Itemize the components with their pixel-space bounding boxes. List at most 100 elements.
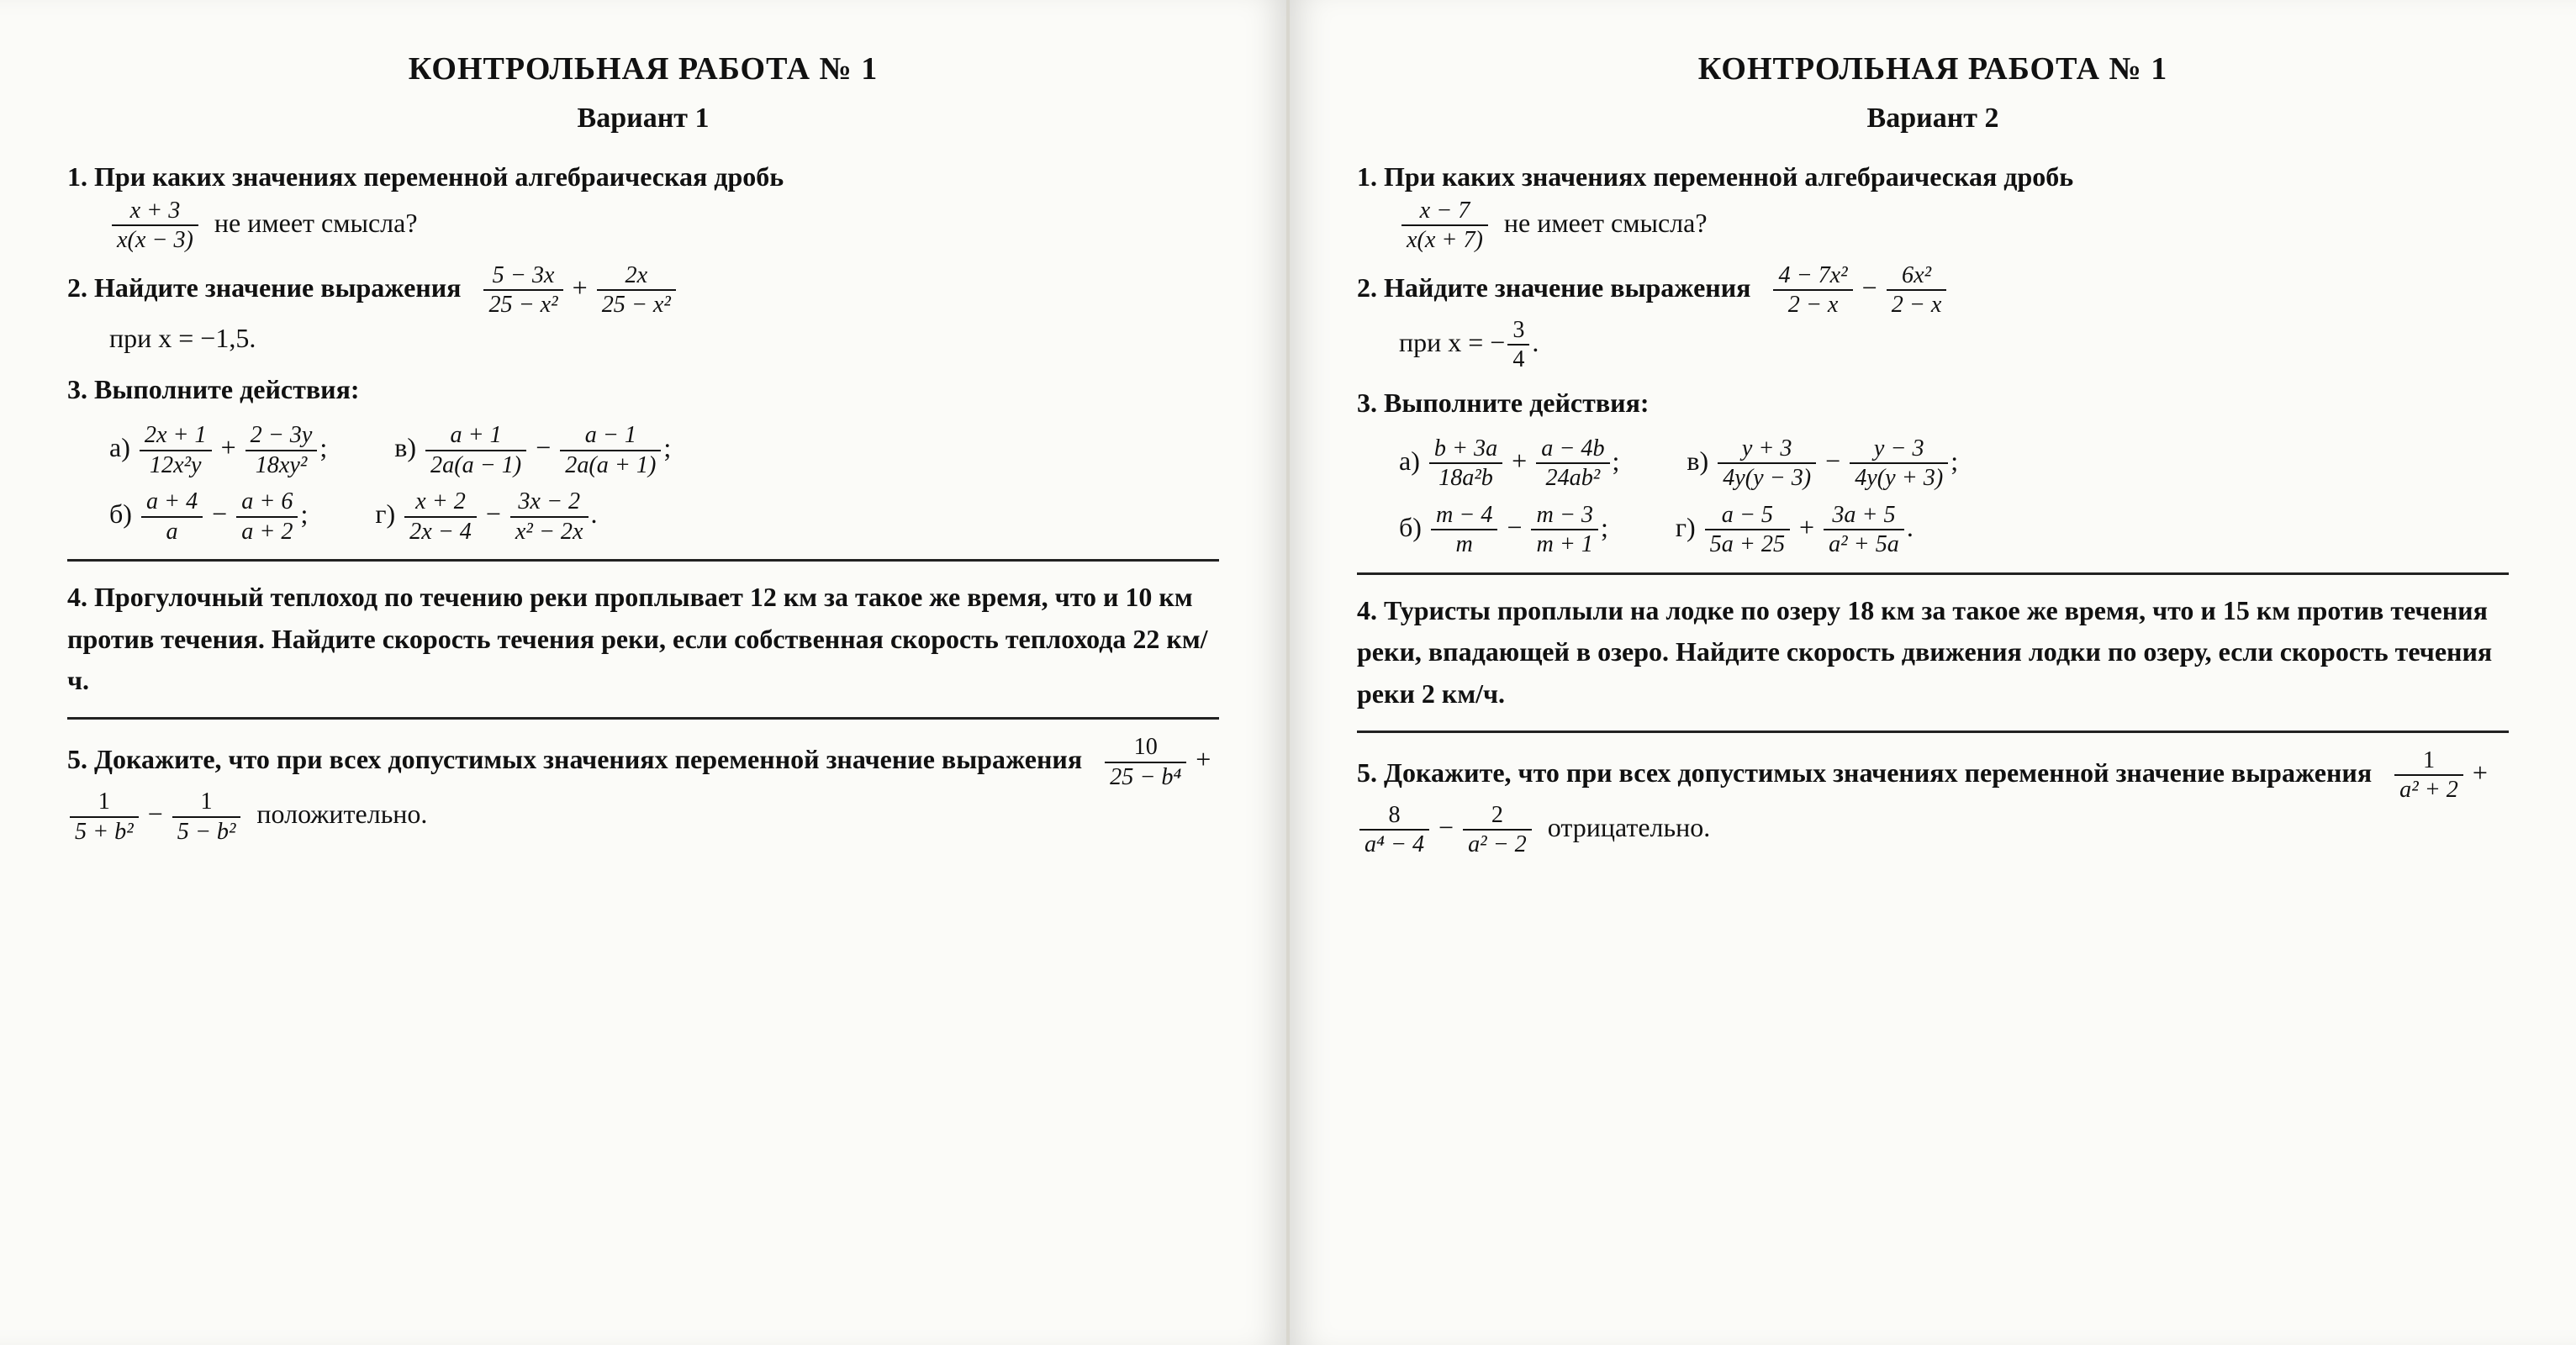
frac-top: a − 4b: [1536, 436, 1609, 465]
part-label: а): [109, 432, 130, 462]
frac-top: 2x + 1: [140, 423, 212, 451]
p2-frac-2: 2x 25 − x²: [597, 263, 676, 318]
frac-top: m − 4: [1431, 503, 1498, 531]
frac-bot: 25 − x²: [597, 291, 676, 318]
problem-1: 1. При каких значениях переменной алгебр…: [67, 156, 1219, 253]
problem-5-lead: 5. Докажите, что при всех допустимых зна…: [1357, 757, 2372, 788]
problem-3-lead: 3. Выполните действия:: [1357, 388, 1650, 418]
frac-top: a − 1: [560, 423, 661, 451]
op: −: [212, 498, 227, 529]
tail: ;: [663, 432, 671, 462]
frac-bot: x² − 2x: [510, 518, 589, 545]
p5-frac-1: 1025 − b⁴: [1105, 735, 1186, 789]
frac-top: x + 2: [404, 489, 477, 518]
problem-1-expr: x + 3 x(x − 3) не имеет смысла?: [109, 198, 1219, 253]
variant-heading: Вариант 1: [67, 103, 1219, 134]
frac-bot: 25 − x²: [483, 291, 562, 318]
op: +: [1196, 744, 1211, 774]
p2-frac-1: 4 − 7x² 2 − x: [1773, 263, 1852, 318]
frac-top: 3: [1507, 318, 1529, 346]
tail: ;: [319, 432, 327, 462]
row-a-v: а) b + 3a18a²b + a − 4b24ab²; в) y + 34y…: [1399, 436, 2509, 491]
p2-frac-2: 6x² 2 − x: [1887, 263, 1947, 318]
frac-top: 2: [1463, 803, 1532, 831]
problem-5-lead: 5. Докажите, что при всех допустимых зна…: [67, 744, 1082, 774]
frac-bot: a² − 2: [1463, 831, 1532, 857]
frac-bot: 5a + 25: [1705, 530, 1790, 557]
at-text: при x = −: [1399, 327, 1505, 357]
problem-3-parts: а) 2x + 112x²y + 2 − 3y18xy²; в) a + 12a…: [109, 423, 1219, 544]
frac-top: 4 − 7x²: [1773, 263, 1852, 292]
problem-1-tail: не имеет смысла?: [214, 208, 418, 238]
frac-bot: 24ab²: [1536, 464, 1609, 491]
row-a-v: а) 2x + 112x²y + 2 − 3y18xy²; в) a + 12a…: [109, 423, 1219, 477]
frac-bot: 2a(a + 1): [560, 451, 661, 478]
problem-1-expr: x − 7 x(x + 7) не имеет смысла?: [1399, 198, 2509, 253]
frac-top: 3a + 5: [1824, 503, 1904, 531]
frac-top: 2x: [597, 263, 676, 292]
part-label: г): [1676, 512, 1696, 542]
problem-2: 2. Найдите значение выражения 5 − 3x 25 …: [67, 263, 1219, 360]
op: +: [1799, 512, 1814, 542]
problem-1-lead: 1. При каких значениях переменной алгебр…: [67, 161, 784, 192]
frac-bot: 2 − x: [1887, 291, 1947, 318]
page-spread: КОНТРОЛЬНАЯ РАБОТА № 1 Вариант 1 1. При …: [0, 0, 2576, 1345]
at-tail: .: [1532, 327, 1539, 357]
p5-frac-2: 8a⁴ − 4: [1359, 803, 1429, 857]
page-variant-2: КОНТРОЛЬНАЯ РАБОТА № 1 Вариант 2 1. При …: [1290, 0, 2576, 1345]
frac-bot: a: [141, 518, 203, 545]
frac-top: b + 3a: [1429, 436, 1502, 465]
frac-bot: a + 2: [236, 518, 298, 545]
row-b-g: б) a + 4a − a + 6a + 2; г) x + 22x − 4 −…: [109, 489, 1219, 544]
op: +: [221, 432, 236, 462]
problem-4-text: 4. Прогулочный теплоход по течению реки …: [67, 582, 1208, 695]
frac-top: x + 3: [112, 198, 198, 227]
frac-top: 3x − 2: [510, 489, 589, 518]
frac-bot: 5 − b²: [172, 818, 241, 845]
tail: .: [591, 498, 598, 529]
frac-top: 1: [70, 789, 139, 818]
problem-2: 2. Найдите значение выражения 4 − 7x² 2 …: [1357, 263, 2509, 372]
part-b: б) a + 4a − a + 6a + 2;: [109, 489, 308, 544]
op: −: [486, 498, 501, 529]
problem-5-tail: отрицательно.: [1548, 812, 1710, 842]
problem-2-at: при x = −1,5.: [109, 318, 1219, 360]
rule-after-4: [1357, 731, 2509, 733]
p5-frac-1: 1a² + 2: [2394, 748, 2463, 803]
frac-bot: 4y(y − 3): [1718, 464, 1816, 491]
op: −: [1862, 272, 1877, 303]
problem-4-text: 4. Туристы проплыли на лодке по озеру 18…: [1357, 595, 2492, 709]
frac-top: 1: [2394, 748, 2463, 777]
frac-top: 5 − 3x: [483, 263, 562, 292]
part-label: в): [1687, 445, 1708, 475]
tail: ;: [1601, 512, 1608, 542]
tail: ;: [1950, 445, 1958, 475]
frac-bot: a⁴ − 4: [1359, 831, 1429, 857]
tail: .: [1907, 512, 1914, 542]
problem-1: 1. При каких значениях переменной алгебр…: [1357, 156, 2509, 253]
frac-top: a + 6: [236, 489, 298, 518]
frac-bot: x(x + 7): [1401, 226, 1488, 253]
frac-top: x − 7: [1401, 198, 1488, 227]
part-v: в) y + 34y(y − 3) − y − 34y(y + 3);: [1687, 436, 1958, 491]
frac-top: 2 − 3y: [245, 423, 318, 451]
problem-3: 3. Выполните действия: а) b + 3a18a²b + …: [1357, 382, 2509, 557]
frac-bot: 18xy²: [245, 451, 318, 478]
page-variant-1: КОНТРОЛЬНАЯ РАБОТА № 1 Вариант 1 1. При …: [0, 0, 1290, 1345]
frac-top: m − 3: [1531, 503, 1598, 531]
frac-top: 8: [1359, 803, 1429, 831]
part-a: а) b + 3a18a²b + a − 4b24ab²;: [1399, 436, 1619, 491]
problem-1-lead: 1. При каких значениях переменной алгебр…: [1357, 161, 2073, 192]
frac-top: a − 5: [1705, 503, 1790, 531]
op: −: [536, 432, 551, 462]
op: +: [573, 272, 588, 303]
op: −: [1438, 812, 1454, 842]
frac-bot: m + 1: [1531, 530, 1598, 557]
problem-3: 3. Выполните действия: а) 2x + 112x²y + …: [67, 369, 1219, 544]
frac-bot: 12x²y: [140, 451, 212, 478]
rule-after-3: [1357, 572, 2509, 575]
frac-top: y − 3: [1850, 436, 1948, 465]
rule-after-4: [67, 717, 1219, 720]
tail: ;: [300, 498, 308, 529]
p5-frac-2: 15 + b²: [70, 789, 139, 844]
